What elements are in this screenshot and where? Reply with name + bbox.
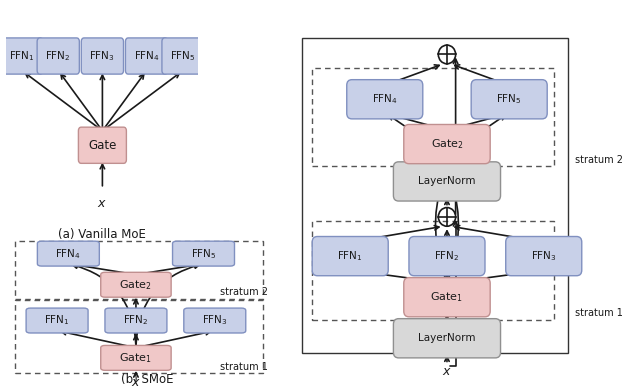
FancyBboxPatch shape xyxy=(1,38,43,74)
FancyBboxPatch shape xyxy=(404,124,490,164)
Text: (b) SMoE: (b) SMoE xyxy=(121,373,173,386)
Text: LayerNorm: LayerNorm xyxy=(418,333,476,343)
FancyBboxPatch shape xyxy=(79,127,127,163)
Text: FFN$_4$: FFN$_4$ xyxy=(134,49,159,63)
Text: FFN$_1$: FFN$_1$ xyxy=(9,49,35,63)
Text: (a) Vanilla MoE: (a) Vanilla MoE xyxy=(58,228,147,241)
FancyBboxPatch shape xyxy=(81,38,124,74)
Text: Gate$_2$: Gate$_2$ xyxy=(120,278,152,292)
Text: stratum 1: stratum 1 xyxy=(220,362,268,372)
Text: FFN$_1$: FFN$_1$ xyxy=(337,249,363,263)
FancyBboxPatch shape xyxy=(394,319,500,358)
Text: $x$: $x$ xyxy=(131,376,141,389)
Bar xyxy=(312,68,554,166)
FancyBboxPatch shape xyxy=(347,80,423,119)
Text: FFN$_4$: FFN$_4$ xyxy=(55,247,81,261)
Text: FFN$_4$: FFN$_4$ xyxy=(372,92,398,106)
Text: Gate$_1$: Gate$_1$ xyxy=(431,290,463,304)
FancyBboxPatch shape xyxy=(37,38,79,74)
Bar xyxy=(15,241,262,299)
Text: FFN$_5$: FFN$_5$ xyxy=(170,49,196,63)
Text: $x$: $x$ xyxy=(442,365,452,378)
Text: FFN$_2$: FFN$_2$ xyxy=(123,314,148,328)
Text: FFN$_5$: FFN$_5$ xyxy=(191,247,216,261)
FancyBboxPatch shape xyxy=(184,308,246,333)
FancyBboxPatch shape xyxy=(409,237,485,276)
Text: stratum 2: stratum 2 xyxy=(220,287,268,297)
Text: LayerNorm: LayerNorm xyxy=(418,177,476,186)
Text: FFN$_3$: FFN$_3$ xyxy=(531,249,557,263)
FancyBboxPatch shape xyxy=(404,278,490,317)
Text: FFN$_3$: FFN$_3$ xyxy=(90,49,115,63)
Text: FFN$_5$: FFN$_5$ xyxy=(496,92,522,106)
Bar xyxy=(302,38,568,353)
FancyBboxPatch shape xyxy=(125,38,168,74)
Text: FFN$_2$: FFN$_2$ xyxy=(45,49,71,63)
FancyBboxPatch shape xyxy=(100,272,171,297)
FancyBboxPatch shape xyxy=(471,80,547,119)
Text: Gate: Gate xyxy=(88,139,116,152)
FancyBboxPatch shape xyxy=(100,345,171,370)
Text: FFN$_3$: FFN$_3$ xyxy=(202,314,228,328)
Text: Gate$_2$: Gate$_2$ xyxy=(431,137,463,151)
FancyBboxPatch shape xyxy=(173,241,234,266)
FancyBboxPatch shape xyxy=(162,38,204,74)
FancyBboxPatch shape xyxy=(26,308,88,333)
FancyBboxPatch shape xyxy=(506,237,582,276)
Text: FFN$_1$: FFN$_1$ xyxy=(44,314,70,328)
FancyBboxPatch shape xyxy=(37,241,99,266)
Bar xyxy=(312,221,554,320)
Text: stratum 1: stratum 1 xyxy=(575,308,623,318)
FancyBboxPatch shape xyxy=(394,162,500,201)
FancyBboxPatch shape xyxy=(105,308,167,333)
Text: Gate$_1$: Gate$_1$ xyxy=(120,351,152,365)
FancyBboxPatch shape xyxy=(312,237,388,276)
Text: FFN$_2$: FFN$_2$ xyxy=(434,249,460,263)
Text: $x$: $x$ xyxy=(97,196,108,210)
Bar xyxy=(15,300,262,373)
Text: stratum 2: stratum 2 xyxy=(575,154,623,165)
